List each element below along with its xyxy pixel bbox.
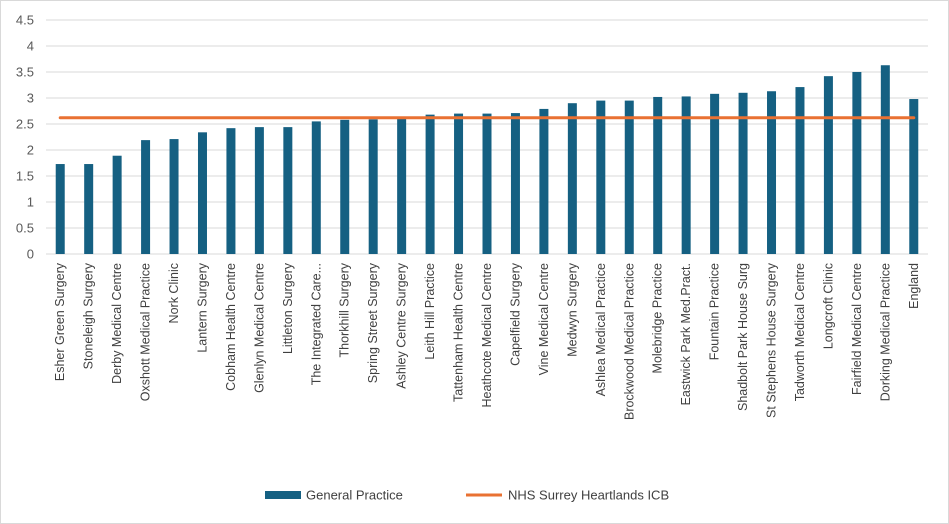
bar — [454, 113, 464, 254]
bar — [340, 119, 350, 254]
y-tick-label: 4 — [27, 39, 34, 54]
bar — [112, 155, 122, 254]
bar — [425, 114, 435, 254]
bar — [397, 118, 407, 254]
x-category-label: England — [907, 263, 921, 309]
x-category-label: Littleton Surgery — [281, 262, 295, 354]
bar — [510, 113, 520, 254]
x-category-label: Molebridge Practice — [651, 263, 665, 374]
bar — [368, 119, 378, 254]
x-axis-category-labels: Esher Green Surgery Stoneleigh Surgery Der… — [53, 262, 921, 420]
bar — [283, 127, 293, 254]
bar — [169, 139, 179, 254]
legend: General Practice NHS Surrey Heartlands I… — [265, 488, 669, 503]
x-category-label: Thorkhill Surgery — [338, 262, 352, 357]
x-category-label: Tattenham Health Centre — [452, 263, 466, 402]
y-tick-label: 4.5 — [16, 13, 34, 28]
x-category-label: Spring Street Surgery — [366, 262, 380, 383]
bar — [880, 65, 890, 255]
bar — [226, 128, 236, 254]
x-category-label: Longcroft Clinic — [821, 263, 835, 349]
x-category-label: Glenlyn Medical Centre — [252, 263, 266, 393]
bar — [738, 92, 748, 254]
x-category-label: Brockwood Medical Practice — [622, 263, 636, 420]
x-category-label: Stoneleigh Surgery — [82, 262, 96, 369]
bar — [482, 113, 492, 254]
bars — [55, 65, 919, 255]
x-category-label: Capelfield Surgery — [508, 262, 522, 366]
y-tick-label: 2.5 — [16, 117, 34, 132]
bar — [567, 103, 577, 254]
bar — [254, 127, 264, 254]
bar — [141, 140, 151, 254]
bar — [795, 87, 805, 254]
x-category-label: The Integrated Care... — [309, 263, 323, 385]
gridlines — [46, 19, 928, 255]
bar — [624, 100, 634, 254]
bar — [909, 99, 919, 254]
x-category-label: Fountain Practice — [708, 263, 722, 360]
y-tick-label: 3 — [27, 91, 34, 106]
x-category-label: St Stephens House Surgery — [765, 262, 779, 418]
bar — [311, 121, 321, 255]
bar — [197, 132, 207, 254]
legend-swatch-general-practice — [265, 491, 301, 499]
bar — [653, 96, 663, 255]
bar — [55, 164, 65, 254]
bar — [767, 91, 777, 255]
bar — [539, 108, 549, 254]
y-tick-label: 3.5 — [16, 65, 34, 80]
y-tick-label: 1.5 — [16, 169, 34, 184]
x-category-label: Ashlea Medical Practice — [594, 263, 608, 396]
x-category-label: Ashley Centre Surgery — [395, 262, 409, 389]
y-tick-label: 1 — [27, 195, 34, 210]
x-category-label: Leith Hill Practice — [423, 263, 437, 360]
x-category-label: Fairfield Medical Centre — [850, 263, 864, 395]
bar — [823, 76, 833, 254]
y-tick-label: 0.5 — [16, 221, 34, 236]
bar — [596, 100, 606, 254]
bar — [681, 96, 691, 254]
bar — [84, 164, 94, 254]
x-category-label: Esher Green Surgery — [53, 262, 67, 381]
x-category-label: Nork Clinic — [167, 263, 181, 323]
x-category-label: Shadbolt Park House Surg — [736, 263, 750, 411]
x-category-label: Oxshott Medical Practice — [139, 263, 153, 401]
legend-label-general-practice: General Practice — [306, 488, 403, 503]
x-category-label: Medwyn Surgery — [565, 262, 579, 357]
y-axis-tick-labels: 0 0.5 1 1.5 2 2.5 3 3.5 4 4.5 — [16, 13, 34, 262]
y-tick-label: 2 — [27, 143, 34, 158]
bar — [710, 93, 720, 254]
x-category-label: Tadworth Medical Centre — [793, 263, 807, 401]
x-category-label: Derby Medical Centre — [110, 263, 124, 384]
x-category-label: Dorking Medical Practice — [878, 263, 892, 401]
bar — [852, 72, 862, 254]
x-category-label: Cobham Health Centre — [224, 263, 238, 391]
x-category-label: Heathcote Medical Centre — [480, 263, 494, 408]
x-category-label: Eastwick Park Med.Pract. — [679, 263, 693, 405]
y-tick-label: 0 — [27, 247, 34, 262]
x-category-label: Lantern Surgery — [195, 262, 209, 352]
legend-label-icb: NHS Surrey Heartlands ICB — [508, 488, 669, 503]
x-category-label: Vine Medical Centre — [537, 263, 551, 375]
